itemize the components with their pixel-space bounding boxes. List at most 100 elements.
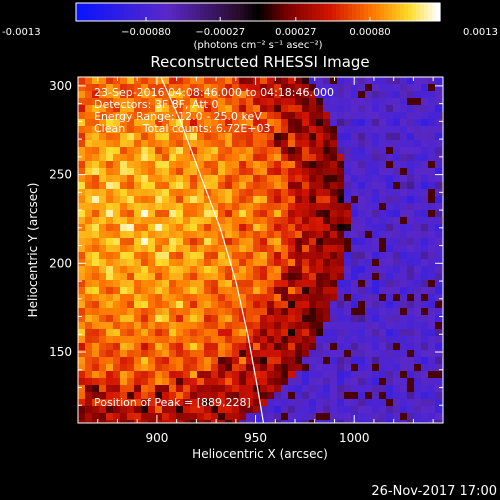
heatmap-cell: [393, 168, 400, 175]
heatmap-cell: [309, 77, 316, 84]
heatmap-cell: [330, 203, 337, 210]
heatmap-cell: [183, 217, 190, 224]
heatmap-cell: [379, 91, 386, 98]
heatmap-cell: [316, 378, 323, 385]
heatmap-cell: [414, 420, 421, 423]
heatmap-cell: [134, 273, 141, 280]
colorbar-cell: [160, 3, 165, 21]
heatmap-cell: [204, 217, 211, 224]
heatmap-cell: [309, 399, 316, 406]
heatmap-cell: [204, 287, 211, 294]
heatmap-cell: [330, 378, 337, 385]
heatmap-cell: [232, 91, 239, 98]
heatmap-cell: [260, 378, 267, 385]
heatmap-cell: [120, 364, 127, 371]
heatmap-cell: [337, 133, 344, 140]
heatmap-cell: [211, 315, 218, 322]
heatmap-cell: [414, 245, 421, 252]
heatmap-cell: [407, 385, 414, 392]
heatmap-cell: [337, 364, 344, 371]
heatmap-cell: [169, 147, 176, 154]
heatmap-cell: [414, 413, 421, 420]
colorbar-cell: [240, 3, 245, 21]
heatmap-cell: [141, 231, 148, 238]
heatmap-cell: [127, 112, 134, 119]
heatmap-cell: [295, 266, 302, 273]
heatmap-cell: [204, 238, 211, 245]
heatmap-cell: [127, 364, 134, 371]
heatmap-cell: [337, 154, 344, 161]
heatmap-cell: [400, 196, 407, 203]
heatmap-cell: [232, 210, 239, 217]
heatmap-cell: [288, 77, 295, 84]
heatmap-cell: [344, 119, 351, 126]
heatmap-cell: [421, 294, 428, 301]
heatmap-cell: [337, 182, 344, 189]
heatmap-cell: [379, 364, 386, 371]
heatmap-cell: [197, 245, 204, 252]
heatmap-cell: [253, 343, 260, 350]
heatmap-cell: [386, 189, 393, 196]
heatmap-cell: [113, 77, 120, 84]
heatmap-cell: [218, 133, 225, 140]
y-tick-label: 150: [49, 345, 72, 359]
heatmap-cell: [323, 273, 330, 280]
heatmap-cell: [183, 371, 190, 378]
heatmap-cell: [134, 406, 141, 413]
colorbar-tick-labels: -0.0013 −0.00080 −0.00027 0.00027 0.00080 0.0…: [2, 27, 498, 38]
heatmap-cell: [218, 91, 225, 98]
heatmap-cell: [295, 112, 302, 119]
heatmap-cell: [134, 217, 141, 224]
heatmap-cell: [134, 385, 141, 392]
heatmap-cell: [393, 98, 400, 105]
heatmap-cell: [148, 84, 155, 91]
heatmap-cell: [218, 294, 225, 301]
heatmap-cell: [407, 98, 414, 105]
heatmap-cell: [414, 308, 421, 315]
heatmap-cell: [414, 84, 421, 91]
heatmap-cell: [190, 140, 197, 147]
heatmap-cell: [428, 140, 435, 147]
heatmap-cell: [372, 77, 379, 84]
heatmap-cell: [78, 266, 85, 273]
info-line-energy-range: Energy Range: 12.0 - 25.0 keV: [94, 110, 262, 123]
heatmap-cell: [288, 420, 295, 423]
heatmap-cell: [162, 329, 169, 336]
heatmap-cell: [330, 336, 337, 343]
heatmap-cell: [337, 406, 344, 413]
heatmap-cell: [253, 98, 260, 105]
heatmap-cell: [120, 182, 127, 189]
heatmap-cell: [330, 392, 337, 399]
heatmap-cell: [120, 308, 127, 315]
heatmap-cell: [190, 147, 197, 154]
heatmap-cell: [260, 357, 267, 364]
heatmap-cell: [414, 350, 421, 357]
heatmap-cell: [127, 217, 134, 224]
heatmap-cell: [393, 343, 400, 350]
heatmap-cell: [337, 168, 344, 175]
colorbar-cell: [352, 3, 357, 21]
heatmap-cell: [323, 287, 330, 294]
heatmap-cell: [183, 322, 190, 329]
heatmap-cell: [421, 392, 428, 399]
heatmap-cell: [141, 294, 148, 301]
heatmap-cell: [435, 182, 442, 189]
heatmap-cell: [302, 308, 309, 315]
heatmap-cell: [99, 371, 106, 378]
heatmap-cell: [127, 161, 134, 168]
heatmap-cell: [281, 84, 288, 91]
heatmap-cell: [183, 196, 190, 203]
heatmap-cell: [288, 168, 295, 175]
heatmap-cell: [127, 140, 134, 147]
heatmap-cell: [414, 133, 421, 140]
heatmap-cell: [414, 217, 421, 224]
heatmap-cell: [344, 350, 351, 357]
heatmap-cell: [414, 98, 421, 105]
heatmap-cell: [162, 322, 169, 329]
x-axis-tick-labels: 900 950 1000: [145, 431, 369, 445]
heatmap-cell: [393, 182, 400, 189]
heatmap-cell: [337, 392, 344, 399]
heatmap-cell: [428, 287, 435, 294]
heatmap-cell: [379, 322, 386, 329]
heatmap-cell: [218, 406, 225, 413]
